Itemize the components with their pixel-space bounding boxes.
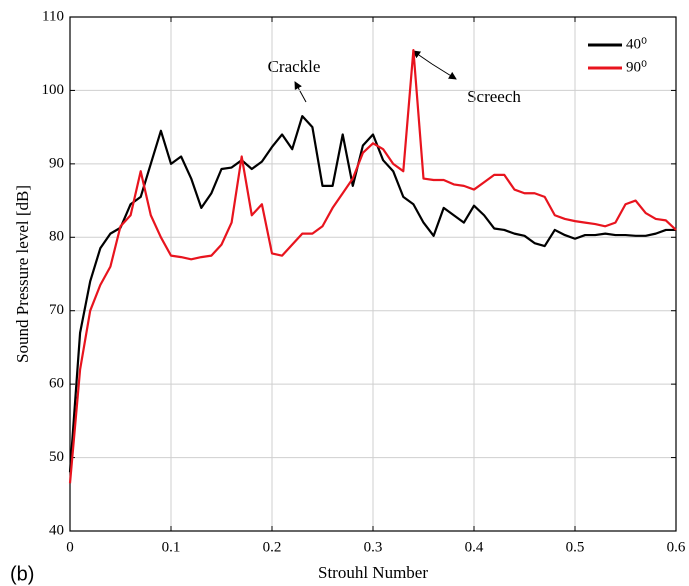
y-tick-label: 50 xyxy=(49,449,64,465)
y-tick-label: 110 xyxy=(42,8,64,24)
x-axis-label: Strouhl Number xyxy=(318,563,428,582)
annotation-arrow xyxy=(412,50,433,65)
y-tick-label: 90 xyxy=(49,155,64,171)
y-tick-label: 60 xyxy=(49,376,64,392)
y-tick-label: 70 xyxy=(49,302,64,318)
series-line xyxy=(68,48,677,484)
x-tick-label: 0.4 xyxy=(465,539,484,555)
x-tick-label: 0.1 xyxy=(162,539,181,555)
legend-label: 90⁰ xyxy=(626,59,647,75)
legend-label: 40⁰ xyxy=(626,36,647,52)
annotation-arrow xyxy=(294,81,307,103)
x-tick-label: 0.6 xyxy=(667,539,686,555)
plot-frame xyxy=(69,16,677,532)
y-tick-label: 40 xyxy=(49,522,64,538)
y-axis-label: Sound Pressure level [dB] xyxy=(13,185,32,363)
annotation: Crackle xyxy=(268,57,321,76)
annotation-arrow xyxy=(431,63,457,80)
x-tick-label: 0.5 xyxy=(566,539,585,555)
y-tick-label: 80 xyxy=(49,229,64,245)
x-tick-label: 0.2 xyxy=(263,539,282,555)
series-line xyxy=(68,115,676,473)
annotation: Screech xyxy=(467,87,521,106)
x-tick-label: 0.3 xyxy=(364,539,383,555)
x-tick-label: 0 xyxy=(66,539,74,555)
y-tick-label: 100 xyxy=(42,82,65,98)
panel-label: (b) xyxy=(10,563,34,585)
